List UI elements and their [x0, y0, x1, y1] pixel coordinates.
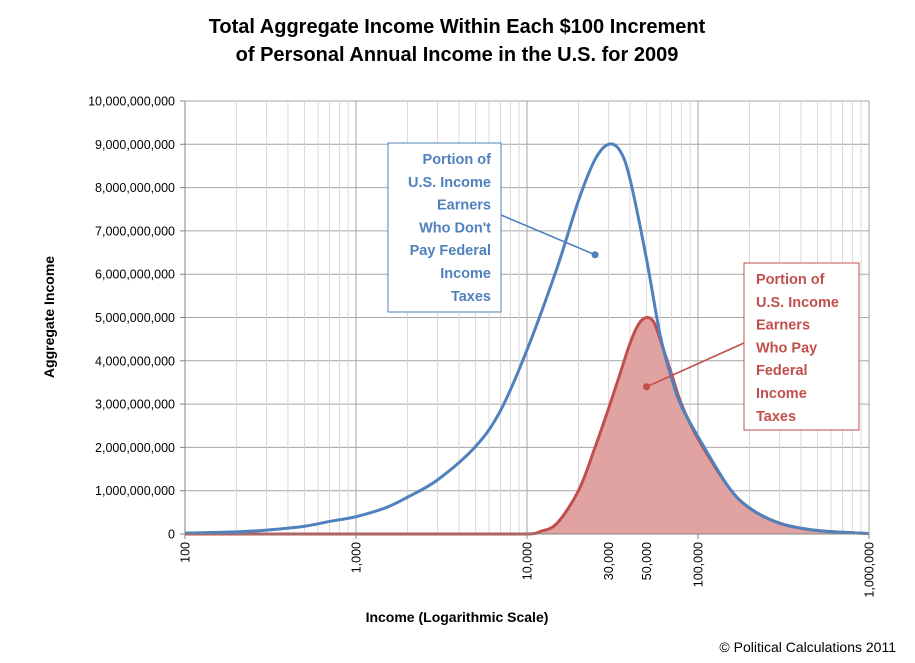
x-tick-label-4: 50,000	[640, 542, 654, 580]
chart-title: Total Aggregate Income Within Each $100 …	[209, 16, 706, 66]
series-line-0	[184, 142, 870, 536]
annotation-text-0-3: Who Don't	[419, 220, 491, 236]
annotation-text-1-6: Taxes	[756, 409, 796, 425]
annotation-text-1-2: Earners	[756, 318, 810, 334]
annotation-marker-0	[591, 251, 599, 259]
copyright-notice: © Political Calculations 2011	[719, 639, 896, 655]
y-axis-title: Aggregate Income	[41, 256, 57, 378]
x-tick-label-5: 100,000	[692, 542, 706, 587]
annotation-text-0-5: Income	[440, 266, 491, 282]
annotation-leader-1	[646, 342, 745, 388]
annotation-text-0-1: U.S. Income	[408, 175, 491, 191]
series-area-fill-1	[185, 317, 869, 534]
axes	[180, 100, 870, 539]
x-tick-labels: 100 1,000 10,000 30,000 50,000 100,000 1,000,0…	[179, 542, 877, 598]
annotation-marker-1	[643, 383, 651, 391]
y-tick-label-4: 4,000,000,000	[95, 354, 175, 368]
x-axis-title: Income (Logarithmic Scale)	[366, 609, 549, 625]
annotation-text-0-4: Pay Federal	[410, 243, 491, 259]
y-tick-label-0: 0	[168, 528, 175, 542]
y-tick-label-7: 7,000,000,000	[95, 224, 175, 238]
x-tick-label-0: 100	[179, 542, 193, 563]
annotation-box-0	[387, 142, 502, 313]
y-tick-label-5: 5,000,000,000	[95, 311, 175, 325]
annotation-text-0-2: Earners	[437, 198, 491, 214]
annotation-text-1-0: Portion of	[756, 272, 825, 288]
y-tick-label-6: 6,000,000,000	[95, 268, 175, 282]
annotation-text-1-4: Federal	[756, 363, 808, 379]
y-tick-label-10: 10,000,000,000	[88, 95, 175, 109]
y-tick-labels: 0 1,000,000,000 2,000,000,000 3,000,000,000…	[88, 95, 175, 542]
y-tick-label-8: 8,000,000,000	[95, 181, 175, 195]
y-tick-label-2: 2,000,000,000	[95, 441, 175, 455]
annotation-box-1	[743, 262, 860, 431]
chart-title-line-1: Total Aggregate Income Within Each $100 …	[209, 16, 706, 38]
annotation-text-0-6: Taxes	[451, 289, 491, 305]
x-tick-label-1: 1,000	[350, 542, 364, 573]
y-tick-label-9: 9,000,000,000	[95, 138, 175, 152]
y-tick-label-3: 3,000,000,000	[95, 398, 175, 412]
annotation-leader-0	[500, 214, 596, 256]
annotation-text-0-0: Portion of	[423, 152, 492, 168]
x-tick-label-2: 10,000	[521, 542, 535, 580]
annotation-text-1-1: U.S. Income	[756, 295, 839, 311]
annotation-text-1-5: Income	[756, 386, 807, 402]
y-tick-label-1: 1,000,000,000	[95, 484, 175, 498]
chart-title-line-2: of Personal Annual Income in the U.S. fo…	[236, 44, 679, 66]
x-tick-label-6: 1,000,000	[863, 542, 877, 598]
annotation-text-1-3: Who Pay	[756, 340, 817, 356]
annotations: Portion of U.S. Income Earners Who Don't Pay…	[387, 142, 860, 431]
x-tick-label-3: 30,000	[602, 542, 616, 580]
